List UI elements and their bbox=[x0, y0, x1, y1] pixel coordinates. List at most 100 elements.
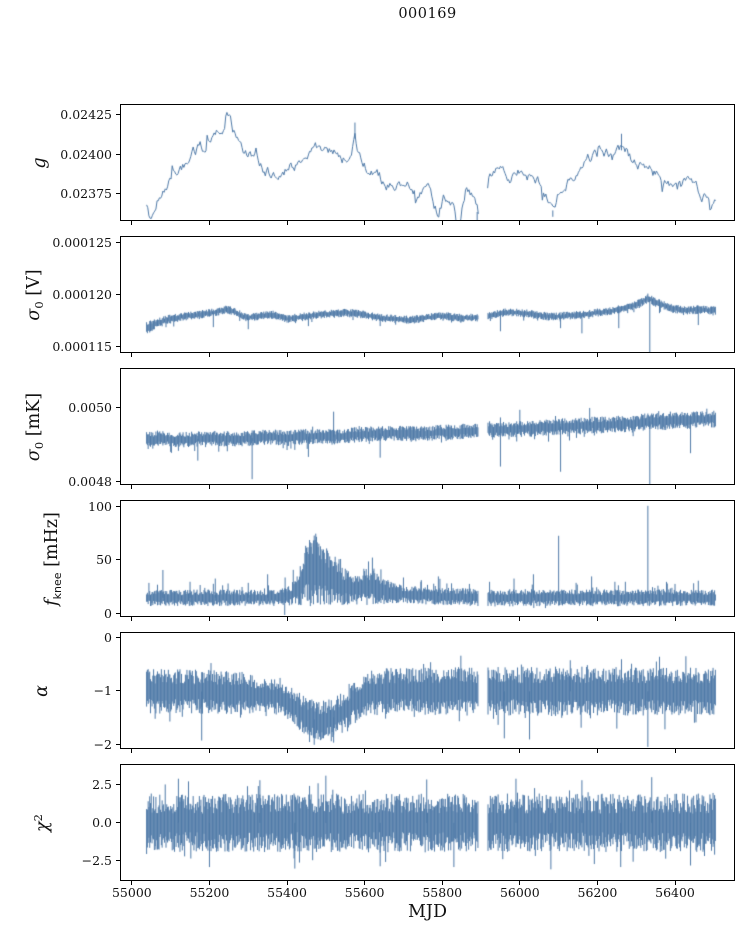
x-tick-label: 55400 bbox=[267, 885, 307, 900]
y-tick-label: −2.5 bbox=[81, 852, 112, 868]
x-tick-mark bbox=[131, 485, 133, 489]
x-tick-mark bbox=[286, 353, 288, 357]
y-tick-label: 0.02425 bbox=[60, 106, 112, 122]
y-tick-mark bbox=[116, 193, 120, 195]
x-tick-mark bbox=[674, 749, 676, 753]
x-tick-mark bbox=[441, 485, 443, 489]
series-canvas-sigma0-v bbox=[121, 237, 734, 352]
x-axis-label: MJD bbox=[408, 902, 447, 922]
y-tick-mark bbox=[116, 636, 120, 638]
y-tick-label: 0 bbox=[104, 605, 112, 621]
y-tick-label: 50 bbox=[96, 552, 112, 568]
y-tick-label: 0.0050 bbox=[68, 399, 112, 415]
x-tick-label: 55200 bbox=[189, 885, 230, 900]
x-tick-mark bbox=[208, 221, 210, 225]
x-tick-label: 56200 bbox=[577, 885, 618, 900]
y-tick-label: 0.02400 bbox=[60, 146, 112, 162]
panel-sigma0-v: σ0 [V] 0.000125 0.000120 0.000115 bbox=[0, 235, 749, 357]
x-tick-mark bbox=[596, 221, 598, 225]
panel-chi2: χ2 2.5 0.0 −2.5 bbox=[0, 764, 749, 885]
x-tick-mark bbox=[131, 353, 133, 357]
x-tick-mark bbox=[674, 617, 676, 621]
y-tick-mark bbox=[116, 690, 120, 692]
x-tick-mark bbox=[596, 353, 598, 357]
plot-frame-chi2 bbox=[120, 764, 735, 881]
series-canvas-sigma0-mk bbox=[121, 369, 734, 484]
x-tick-mark bbox=[519, 485, 521, 489]
x-tick-mark bbox=[286, 881, 288, 885]
plot-frame-alpha bbox=[120, 632, 735, 749]
x-tick-mark bbox=[364, 485, 366, 489]
y-tick-label: 100 bbox=[88, 498, 112, 514]
x-tick-mark bbox=[674, 221, 676, 225]
y-tick-mark bbox=[116, 612, 120, 614]
x-tick-label: 56400 bbox=[655, 885, 695, 900]
y-tick-mark bbox=[116, 294, 120, 296]
x-tick-mark bbox=[674, 353, 676, 357]
y-tick-mark bbox=[116, 242, 120, 244]
x-tick-mark bbox=[131, 617, 133, 621]
x-tick-mark bbox=[596, 749, 598, 753]
x-tick-mark bbox=[596, 617, 598, 621]
panel-fknee: fknee [mHz] 100 50 0 bbox=[0, 498, 749, 621]
panel-g: g 0.02425 0.02400 0.02375 bbox=[0, 104, 749, 225]
y-tick-label: 0.000120 bbox=[52, 287, 112, 303]
x-tick-mark bbox=[286, 749, 288, 753]
x-tick-mark bbox=[519, 749, 521, 753]
series-canvas-fknee bbox=[121, 501, 734, 616]
y-tick-mark bbox=[116, 559, 120, 561]
y-tick-mark bbox=[116, 821, 120, 823]
x-tick-mark bbox=[674, 485, 676, 489]
x-tick-mark bbox=[441, 749, 443, 753]
x-tick-mark bbox=[286, 617, 288, 621]
x-tick-label: 55000 bbox=[111, 885, 152, 900]
series-canvas-g bbox=[121, 105, 734, 220]
plot-frame-fknee bbox=[120, 500, 735, 617]
y-tick-mark bbox=[116, 345, 120, 347]
x-tick-mark bbox=[596, 485, 598, 489]
series-canvas-chi2 bbox=[121, 765, 734, 880]
y-tick-label: −2 bbox=[93, 736, 112, 752]
x-tick-mark bbox=[364, 749, 366, 753]
y-tick-label: 0.000115 bbox=[52, 338, 112, 354]
x-tick-mark bbox=[286, 221, 288, 225]
y-tick-mark bbox=[116, 859, 120, 861]
y-tick-label: 0.0 bbox=[92, 814, 112, 830]
x-tick-mark bbox=[519, 617, 521, 621]
x-tick-mark bbox=[596, 881, 598, 885]
x-tick-mark bbox=[131, 221, 133, 225]
y-tick-mark bbox=[116, 113, 120, 115]
x-tick-mark bbox=[364, 881, 366, 885]
x-tick-mark bbox=[131, 749, 133, 753]
y-tick-mark bbox=[116, 505, 120, 507]
x-tick-mark bbox=[364, 221, 366, 225]
plot-frame-sigma0-mk bbox=[120, 368, 735, 485]
x-tick-mark bbox=[441, 221, 443, 225]
y-tick-label: 2.5 bbox=[92, 776, 112, 792]
panel-alpha: α 0 −1 −2 bbox=[0, 630, 749, 753]
x-tick-mark bbox=[208, 881, 210, 885]
y-tick-mark bbox=[116, 743, 120, 745]
y-tick-mark bbox=[116, 783, 120, 785]
x-tick-mark bbox=[441, 617, 443, 621]
x-tick-mark bbox=[208, 485, 210, 489]
plot-frame-sigma0-v bbox=[120, 236, 735, 353]
x-tick-mark bbox=[208, 617, 210, 621]
x-tick-mark bbox=[519, 353, 521, 357]
x-tick-mark bbox=[441, 881, 443, 885]
x-tick-label: 56000 bbox=[499, 885, 540, 900]
x-tick-mark bbox=[131, 881, 133, 885]
x-tick-mark bbox=[286, 485, 288, 489]
y-tick-label: 0.02375 bbox=[60, 186, 112, 202]
y-tick-mark bbox=[116, 481, 120, 483]
plot-frame-g bbox=[120, 104, 735, 221]
x-tick-mark bbox=[519, 221, 521, 225]
y-tick-label: 0.000125 bbox=[52, 235, 112, 251]
x-tick-label: 55800 bbox=[422, 885, 463, 900]
x-tick-mark bbox=[674, 881, 676, 885]
panel-sigma0-mk: σ0 [mK] 0.0050 0.0048 bbox=[0, 368, 749, 489]
chart-title: 000169 bbox=[398, 6, 457, 22]
x-tick-mark bbox=[364, 353, 366, 357]
x-tick-mark bbox=[364, 617, 366, 621]
